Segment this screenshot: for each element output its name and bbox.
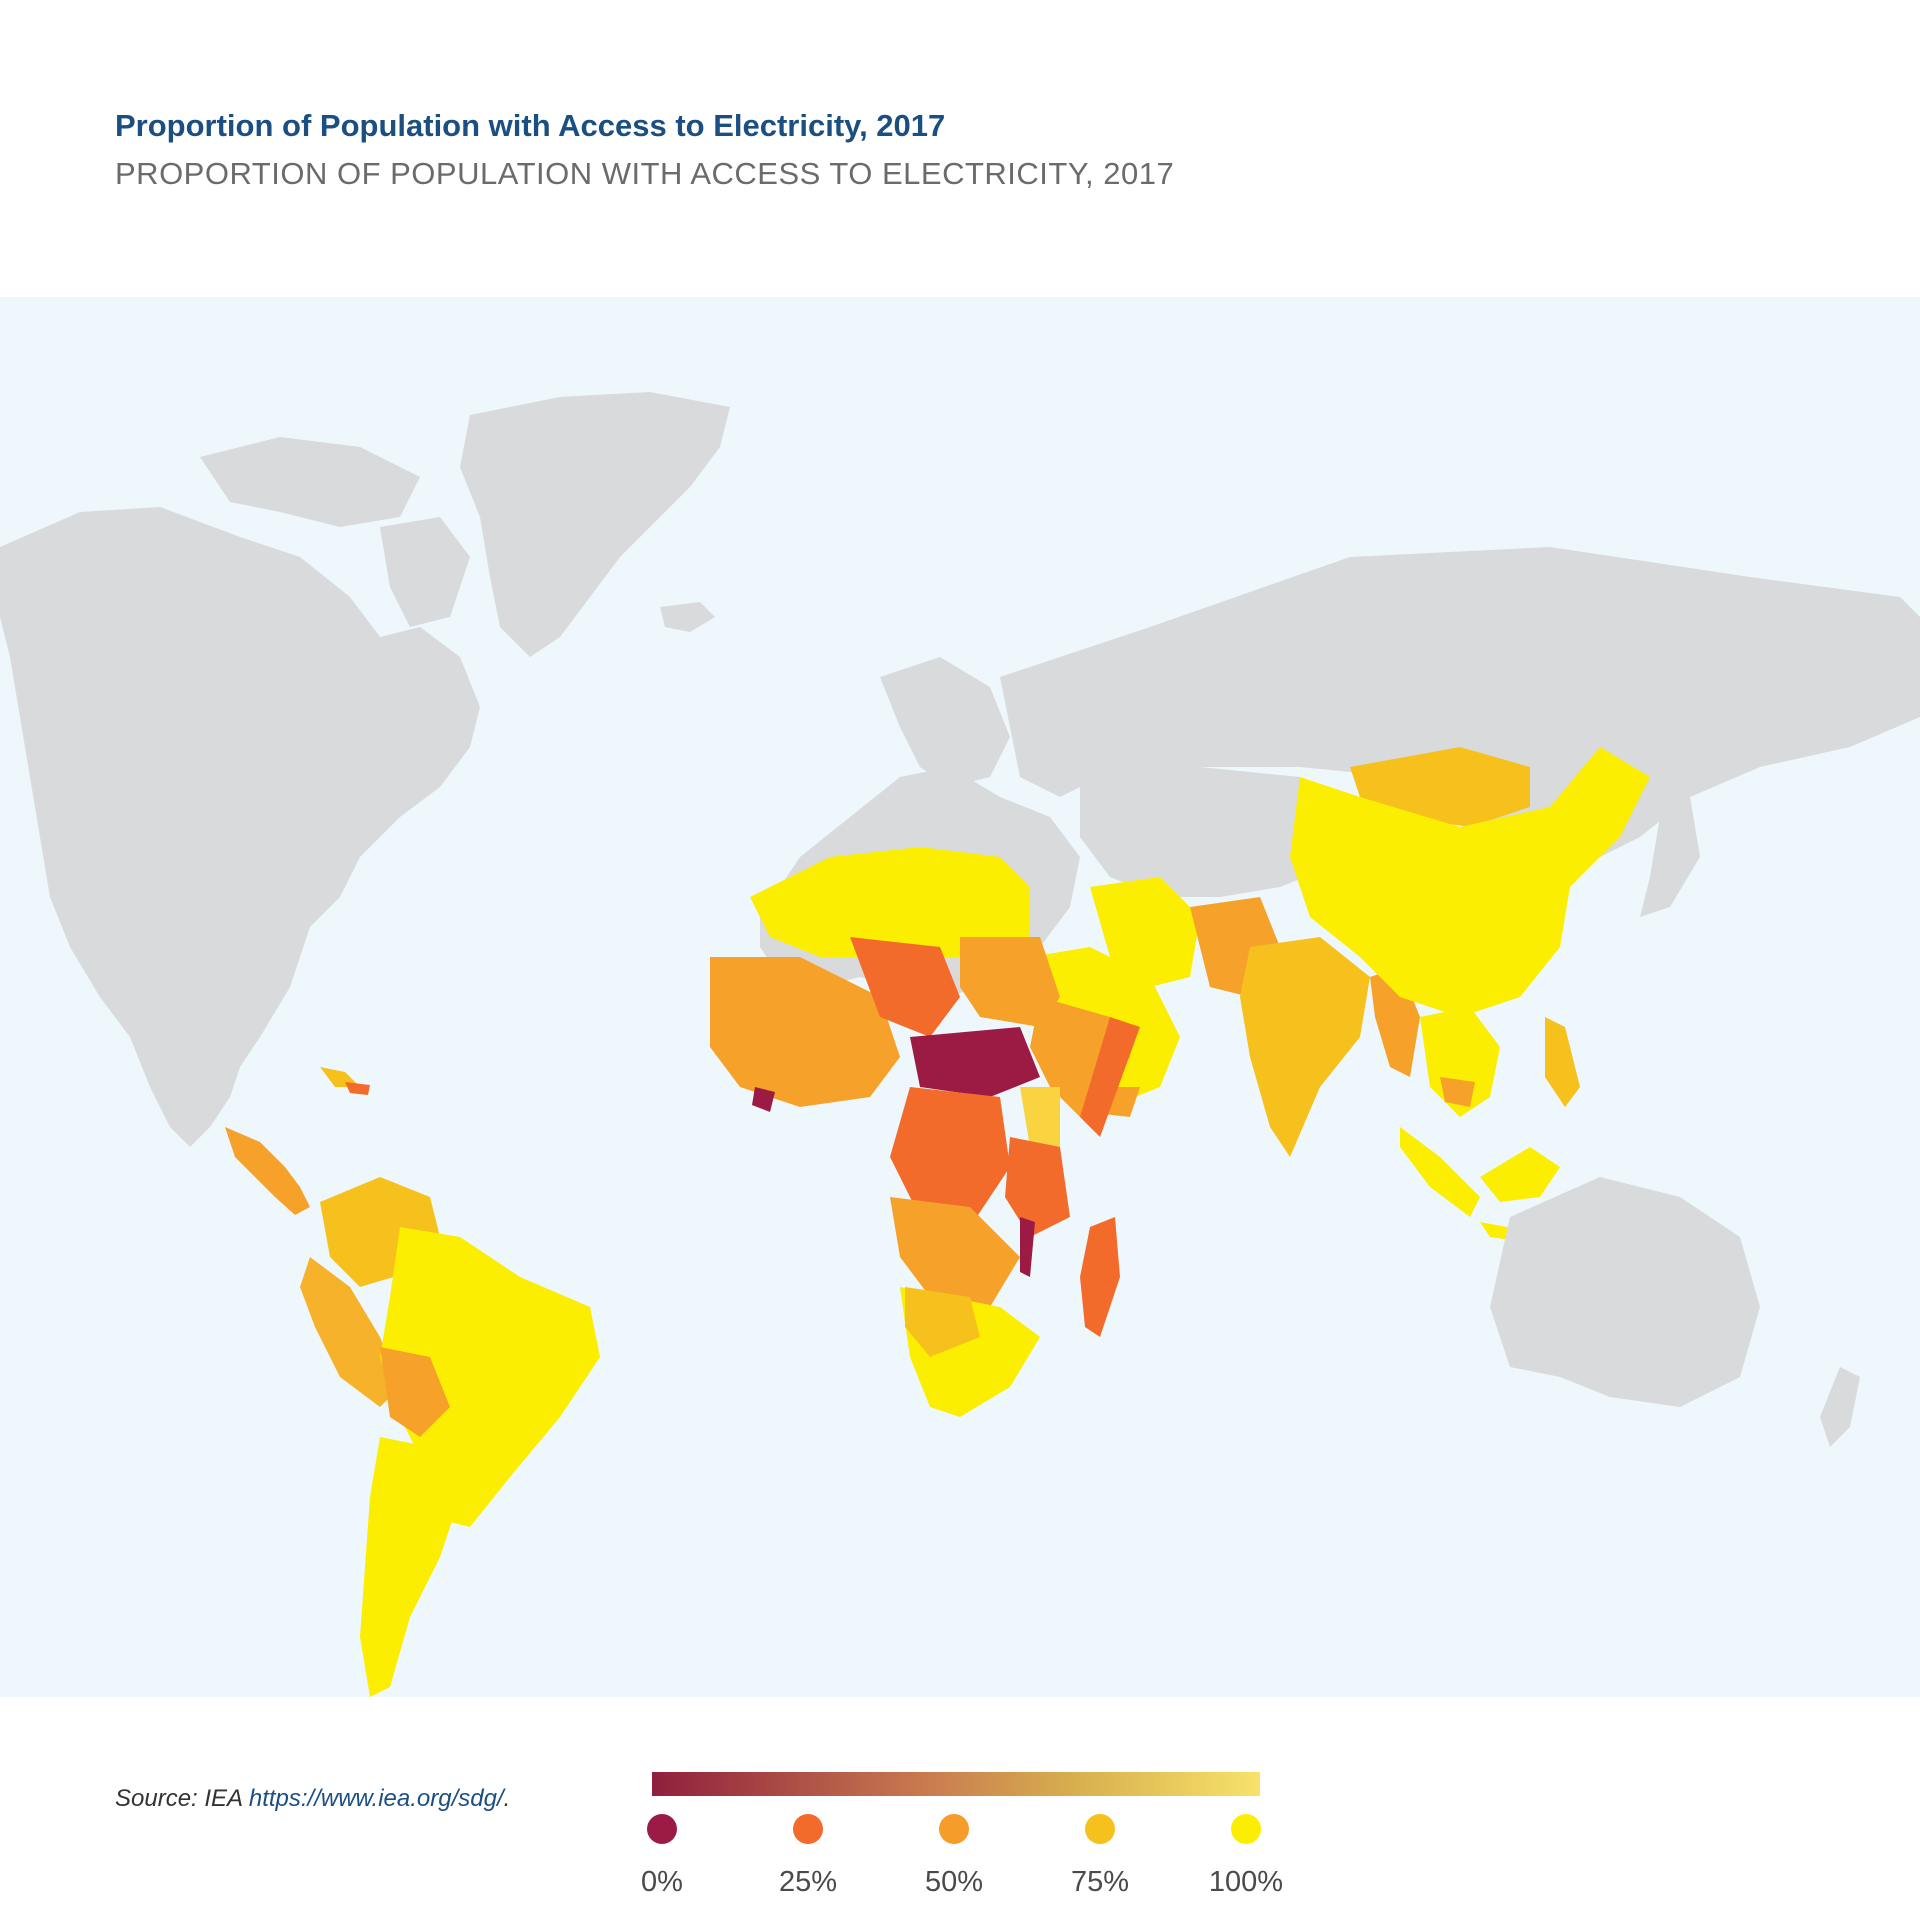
region-greenland xyxy=(460,392,730,657)
region-arctic-islands xyxy=(200,437,420,527)
region-bolivia xyxy=(380,1347,450,1437)
region-central-america xyxy=(225,1127,310,1215)
region-drc xyxy=(890,1087,1010,1227)
legend-dot-0 xyxy=(647,1814,677,1844)
region-haiti xyxy=(345,1082,370,1095)
map-title: Proportion of Population with Access to … xyxy=(115,108,946,143)
region-japan xyxy=(1640,797,1700,917)
source-link[interactable]: https://www.iea.org/sdg/ xyxy=(248,1785,504,1812)
legend-label-75: 75% xyxy=(1070,1866,1130,1898)
region-australia xyxy=(1490,1177,1760,1407)
legend-dot-50 xyxy=(939,1814,969,1844)
region-sudan xyxy=(960,937,1060,1027)
region-niger-chad xyxy=(850,937,960,1037)
region-angola-zambia xyxy=(890,1197,1020,1307)
region-west-africa xyxy=(710,957,900,1107)
region-malawi xyxy=(1020,1217,1035,1277)
region-central-asia xyxy=(1080,757,1350,897)
world-map-svg xyxy=(0,392,1920,1697)
legend-label-100: 100% xyxy=(1208,1866,1284,1898)
region-scandinavia xyxy=(880,657,1010,787)
legend-dot-75 xyxy=(1085,1814,1115,1844)
region-brazil xyxy=(380,1227,600,1527)
region-caribbean xyxy=(320,1067,360,1087)
legend-item-100: 100% xyxy=(1186,1814,1306,1899)
region-somalia xyxy=(1080,1017,1140,1137)
region-liberia xyxy=(752,1087,775,1112)
legend-label-0: 0% xyxy=(641,1866,683,1898)
region-china xyxy=(1290,747,1650,1017)
region-tanzania xyxy=(1005,1137,1070,1237)
region-namibia-botswana xyxy=(905,1287,980,1357)
legend-item-50: 50% xyxy=(894,1814,1014,1899)
region-cambodia xyxy=(1440,1077,1475,1107)
region-new-zealand xyxy=(1820,1367,1860,1447)
source-suffix: . xyxy=(503,1785,511,1812)
region-indonesia-2 xyxy=(1480,1147,1560,1202)
world-map: 0% 25% 50% 75% 100% xyxy=(0,297,1920,1898)
legend-dot-100 xyxy=(1231,1814,1261,1844)
region-north-africa xyxy=(750,847,1030,957)
region-peru-ecuador xyxy=(300,1257,400,1407)
region-mongolia xyxy=(1350,747,1530,827)
region-north-america xyxy=(0,507,480,1147)
region-central-african xyxy=(910,1027,1040,1097)
region-iran xyxy=(1090,877,1200,987)
legend-item-75: 75% xyxy=(1040,1814,1160,1899)
source-note: Source: IEA https://www.iea.org/sdg/. xyxy=(115,1785,510,1813)
legend-label-50: 50% xyxy=(924,1866,984,1898)
region-philippines xyxy=(1545,1017,1580,1107)
region-baffin xyxy=(380,517,470,627)
legend-gradient-bar xyxy=(652,1772,1260,1796)
region-madagascar xyxy=(1080,1217,1120,1337)
region-russia xyxy=(1000,547,1920,857)
map-subtitle: PROPORTION OF POPULATION WITH ACCESS TO … xyxy=(115,156,1175,191)
legend-dot-25 xyxy=(793,1814,823,1844)
region-kenya xyxy=(1020,1087,1060,1147)
region-southern-cone xyxy=(360,1437,460,1697)
legend: 0% 25% 50% 75% 100% xyxy=(641,1772,1283,1899)
region-india xyxy=(1240,937,1370,1157)
region-indochina xyxy=(1420,1007,1500,1117)
legend-item-25: 25% xyxy=(748,1814,868,1899)
legend-item-0: 0% xyxy=(602,1814,722,1899)
source-prefix: Source: IEA xyxy=(115,1785,249,1812)
legend-label-25: 25% xyxy=(778,1866,838,1898)
region-iceland xyxy=(660,602,715,632)
region-indonesia-1 xyxy=(1400,1127,1480,1217)
